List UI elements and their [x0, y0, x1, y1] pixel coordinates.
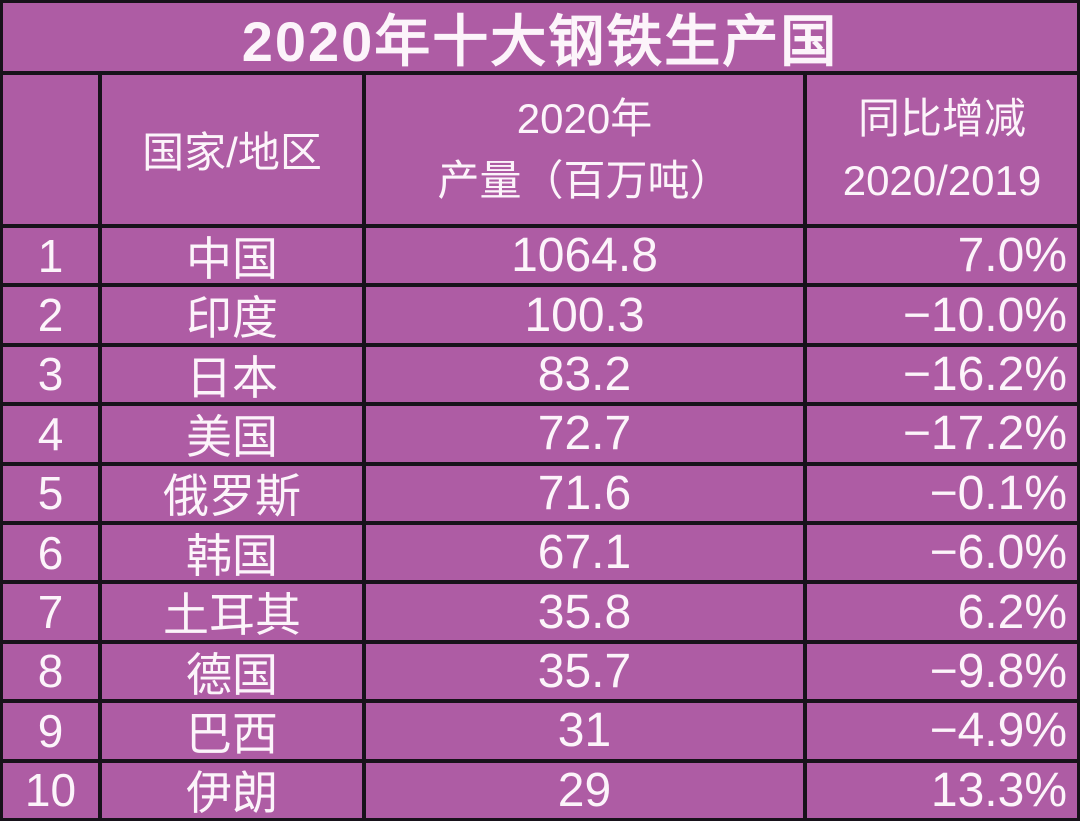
production-cell: 67.1 — [366, 525, 803, 581]
change-cell: −0.1% — [807, 465, 1077, 521]
rank-cell: 8 — [3, 643, 98, 700]
country-cell: 日本 — [102, 346, 362, 403]
header-country: 国家/地区 — [102, 75, 362, 224]
header-production: 2020年 产量（百万吨） — [366, 75, 803, 224]
change-cell: −17.2% — [807, 406, 1077, 462]
rank-cell: 2 — [3, 287, 98, 343]
country-cell: 巴西 — [102, 703, 362, 759]
country-cell: 俄罗斯 — [102, 465, 362, 521]
header-change-line2: 2020/2019 — [842, 156, 1042, 204]
country-cell: 美国 — [102, 406, 362, 462]
rank-cell: 7 — [3, 584, 98, 640]
country-cell: 中国 — [102, 228, 362, 284]
rank-cell: 1 — [3, 228, 98, 284]
change-cell: −16.2% — [807, 346, 1077, 403]
rank-cell: 9 — [3, 703, 98, 759]
rank-cell: 5 — [3, 465, 98, 521]
production-cell: 71.6 — [366, 465, 803, 521]
production-cell: 72.7 — [366, 406, 803, 462]
production-cell: 29 — [366, 762, 803, 818]
change-cell: 13.3% — [807, 762, 1077, 818]
production-cell: 35.8 — [366, 584, 803, 640]
production-cell: 100.3 — [366, 287, 803, 343]
change-cell: −10.0% — [807, 287, 1077, 343]
country-cell: 德国 — [102, 643, 362, 700]
country-cell: 韩国 — [102, 525, 362, 581]
header-change-line1: 同比增减 — [857, 94, 1026, 142]
rank-cell: 3 — [3, 346, 98, 403]
rank-cell: 4 — [3, 406, 98, 462]
header-production-line2: 产量（百万吨） — [437, 156, 732, 204]
change-cell: −6.0% — [807, 525, 1077, 581]
change-cell: −4.9% — [807, 703, 1077, 759]
header-change: 同比增减 2020/2019 — [807, 75, 1077, 224]
country-cell: 伊朗 — [102, 762, 362, 818]
header-production-line1: 2020年 — [516, 94, 653, 142]
rank-cell: 6 — [3, 525, 98, 581]
production-cell: 1064.8 — [366, 228, 803, 284]
table-title: 2020年十大钢铁生产国 — [3, 3, 1077, 71]
production-cell: 83.2 — [366, 346, 803, 403]
change-cell: −9.8% — [807, 643, 1077, 700]
rank-cell: 10 — [3, 762, 98, 818]
country-cell: 印度 — [102, 287, 362, 343]
production-cell: 35.7 — [366, 643, 803, 700]
header-rank — [3, 75, 98, 224]
production-cell: 31 — [366, 703, 803, 759]
country-cell: 土耳其 — [102, 584, 362, 640]
change-cell: 6.2% — [807, 584, 1077, 640]
change-cell: 7.0% — [807, 228, 1077, 284]
